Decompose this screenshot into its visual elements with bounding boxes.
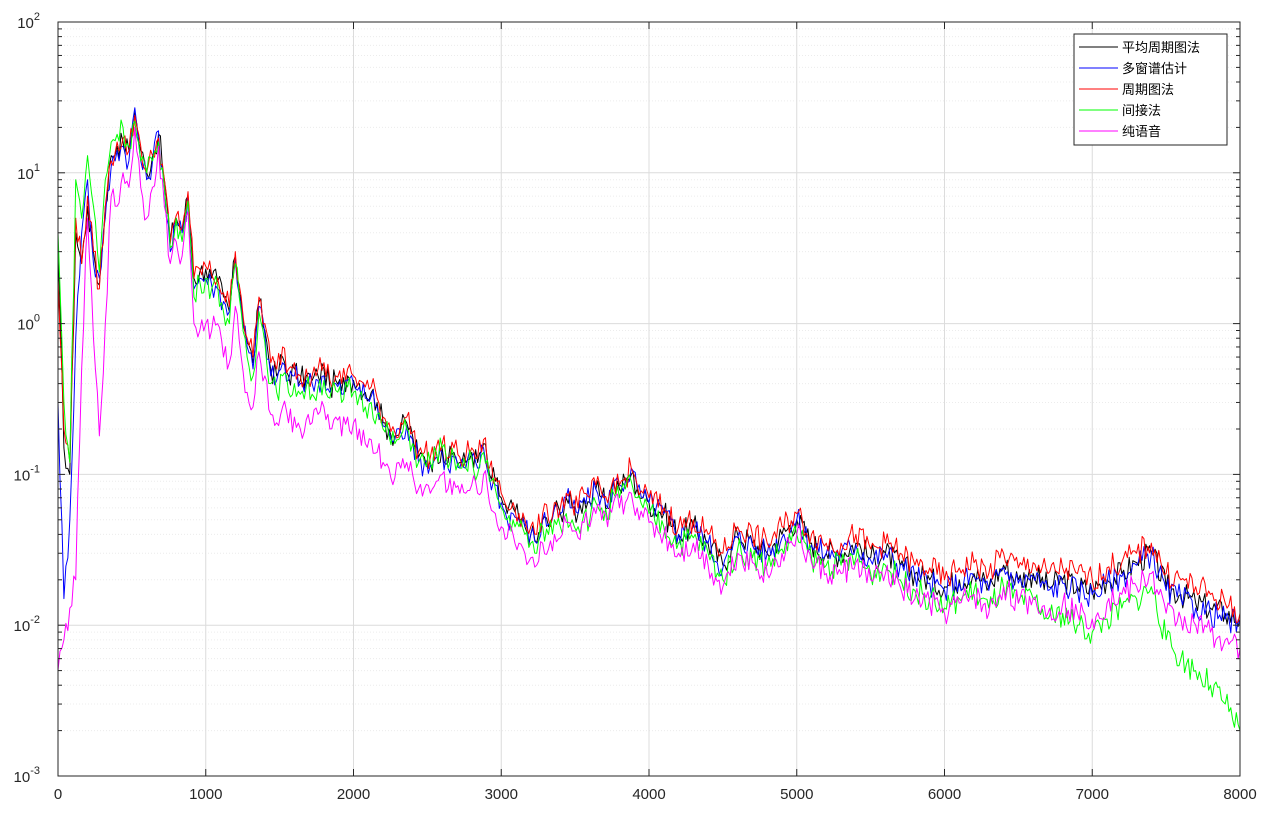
y-tick-exponent: 1 [34,162,40,174]
x-tick-label: 1000 [189,786,222,803]
legend-label-3: 周期图法 [1122,83,1174,98]
legend-box [1073,33,1228,146]
grid-lines [57,21,1241,777]
x-tick-label: 7000 [1076,786,1109,803]
y-tick-exponent: 2 [34,11,40,23]
y-tick-exponent: -2 [30,614,40,626]
series-line-5 [57,126,1241,671]
y-tick-exponent: 0 [34,313,40,325]
series-line-4 [57,119,1241,731]
legend-label-1: 平均周期图法 [1122,41,1200,56]
y-tick-exponent: -1 [30,463,40,475]
x-tick-label: 8000 [1223,786,1256,803]
x-tick-label: 2000 [337,786,370,803]
x-tick-label: 6000 [928,786,961,803]
series-layer [57,107,1241,731]
legend-label-5: 纯语音 [1122,124,1161,140]
x-tick-label: 5000 [780,786,813,803]
y-tick-exponent: -3 [30,765,40,777]
x-tick-label: 3000 [485,786,518,803]
legend-label-4: 间接法 [1122,103,1161,119]
x-tick-label: 0 [54,786,62,803]
legend-label-2: 多窗谱估计 [1122,61,1187,77]
series-line-3 [57,114,1241,624]
x-tick-label: 4000 [632,786,665,803]
